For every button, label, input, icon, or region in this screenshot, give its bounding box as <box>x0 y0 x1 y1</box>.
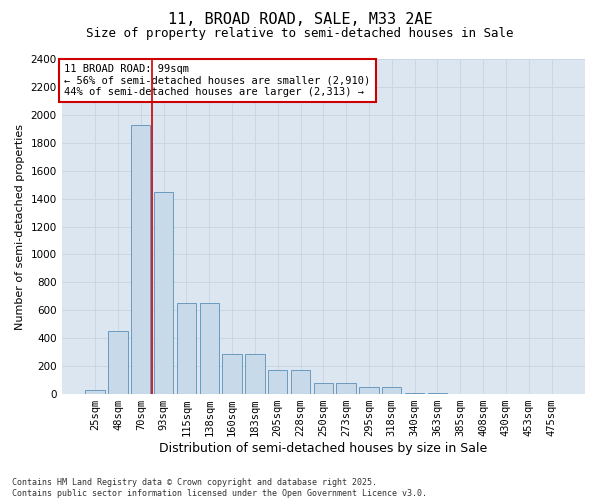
Bar <box>359 387 379 394</box>
Bar <box>405 392 424 394</box>
Bar <box>291 370 310 394</box>
Text: 11 BROAD ROAD: 99sqm
← 56% of semi-detached houses are smaller (2,910)
44% of se: 11 BROAD ROAD: 99sqm ← 56% of semi-detac… <box>64 64 371 97</box>
Bar <box>245 354 265 394</box>
Bar <box>223 354 242 394</box>
Bar <box>382 387 401 394</box>
Bar <box>131 124 151 394</box>
X-axis label: Distribution of semi-detached houses by size in Sale: Distribution of semi-detached houses by … <box>159 442 487 455</box>
Text: Contains HM Land Registry data © Crown copyright and database right 2025.
Contai: Contains HM Land Registry data © Crown c… <box>12 478 427 498</box>
Bar <box>428 392 447 394</box>
Bar <box>268 370 287 394</box>
Bar <box>200 304 219 394</box>
Y-axis label: Number of semi-detached properties: Number of semi-detached properties <box>15 124 25 330</box>
Text: Size of property relative to semi-detached houses in Sale: Size of property relative to semi-detach… <box>86 28 514 40</box>
Bar <box>177 304 196 394</box>
Bar <box>108 332 128 394</box>
Bar <box>85 390 105 394</box>
Bar <box>314 383 333 394</box>
Bar <box>154 192 173 394</box>
Bar <box>337 383 356 394</box>
Text: 11, BROAD ROAD, SALE, M33 2AE: 11, BROAD ROAD, SALE, M33 2AE <box>167 12 433 28</box>
